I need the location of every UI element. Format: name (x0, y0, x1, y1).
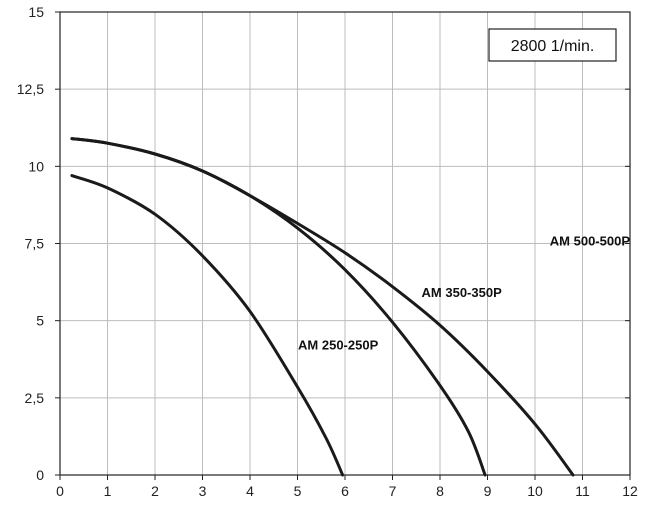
annotation-box: 2800 1/min. (488, 28, 617, 62)
series-labels: AM 250-250P AM 350-350P AM 500-500P (298, 233, 630, 352)
series-line-am-500-500p (70, 137, 575, 477)
y-tick-label: 15 (28, 4, 44, 20)
series-label-am-350-350p: AM 350-350P (422, 285, 503, 300)
x-tick-label: 3 (199, 483, 207, 499)
x-tick-label: 8 (436, 483, 444, 499)
x-tick-labels: 0 1 2 3 4 5 6 7 8 9 10 11 12 (56, 483, 638, 499)
x-tick-label: 1 (104, 483, 112, 499)
annotation-border (488, 28, 617, 62)
x-tick-label: 2 (151, 483, 159, 499)
x-tick-label: 12 (622, 483, 638, 499)
x-tick-label: 6 (341, 483, 349, 499)
grid-lines (60, 12, 630, 475)
y-tick-label: 10 (28, 158, 44, 174)
series-line-am-350-350p (70, 137, 487, 477)
series-lines (70, 137, 575, 477)
y-tick-label: 2,5 (25, 390, 45, 406)
y-tick-label: 5 (36, 313, 44, 329)
series-line-am-250-250p (70, 174, 345, 477)
plot-frame (59, 11, 631, 476)
x-tick-label: 5 (294, 483, 302, 499)
y-tick-label: 0 (36, 467, 44, 483)
series-label-am-500-500p: AM 500-500P (550, 233, 631, 248)
x-tick-label: 11 (575, 483, 590, 499)
x-tick-label: 4 (246, 483, 254, 499)
x-tick-label: 10 (527, 483, 543, 499)
x-tick-label: 0 (56, 483, 64, 499)
y-tick-label: 12,5 (17, 81, 44, 97)
annotation-text: 2800 1/min. (511, 38, 595, 55)
tick-marks (55, 11, 631, 480)
y-tick-label: 7,5 (25, 236, 45, 252)
y-tick-labels: 0 2,5 5 7,5 10 12,5 15 (17, 4, 44, 483)
x-tick-label: 9 (484, 483, 492, 499)
x-tick-label: 7 (389, 483, 397, 499)
series-label-am-250-250p: AM 250-250P (298, 338, 379, 353)
